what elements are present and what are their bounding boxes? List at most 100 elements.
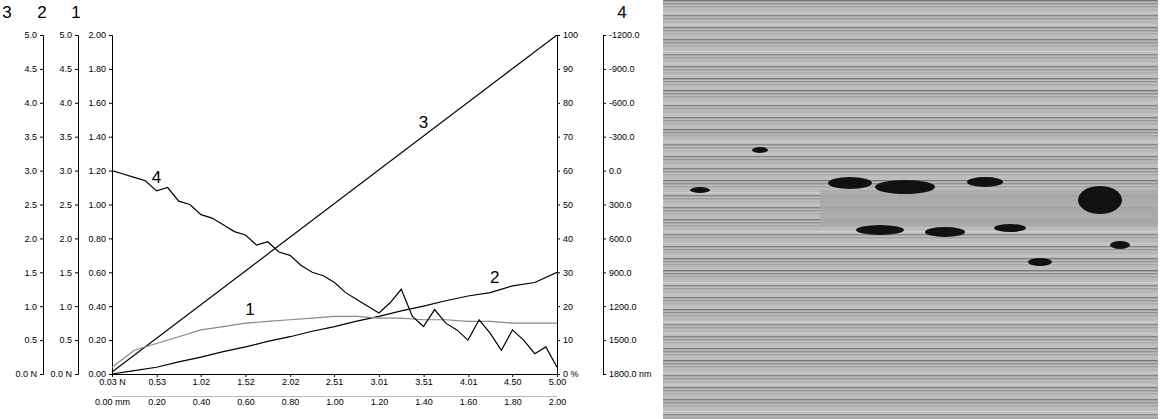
tick-mark [603, 238, 606, 239]
tick: 3.0 [59, 166, 78, 176]
tick-mark [557, 306, 560, 307]
micrograph-stripe [663, 51, 1158, 52]
tick: 0.60 [237, 396, 255, 407]
tick: 0.5 [24, 335, 43, 345]
tick: -900.0 [603, 64, 635, 74]
tick-label: 0.0 N [50, 369, 72, 379]
micrograph-stripe [663, 282, 1158, 283]
micrograph-stripe [663, 99, 1158, 100]
tick: 1200.0 [603, 302, 637, 312]
micrograph-stripe [663, 45, 1158, 46]
micrograph-stripe [663, 255, 1158, 256]
axis-title: 3 [2, 3, 11, 22]
tick-mark [75, 205, 78, 206]
micrograph-defect [828, 177, 872, 189]
micrograph-stripe [663, 24, 1158, 25]
tick-label: 1.00 [326, 397, 344, 407]
micrograph-stripe [663, 0, 1158, 1]
series-line [112, 171, 557, 368]
tick-label: 1.0 [59, 302, 72, 312]
tick-label: 1.5 [24, 268, 37, 278]
micrograph-stripe [663, 381, 1158, 382]
chart: 0.0 N0.51.01.52.02.53.03.54.04.55.030.0 … [0, 0, 1161, 419]
tick-mark [75, 306, 78, 307]
tick-mark [557, 238, 560, 239]
micrograph-defect [690, 187, 710, 193]
tick-mark [40, 340, 43, 341]
tick-label: 90 [563, 64, 573, 74]
tick-label: -300.0 [609, 132, 635, 142]
tick-label: 2.5 [24, 200, 37, 210]
tick: 90 [557, 64, 573, 74]
micrograph-stripe [663, 81, 1158, 82]
tick: 0.0 N [15, 369, 43, 379]
tick: 20 [557, 302, 573, 312]
micrograph-stripe [663, 174, 1158, 175]
micrograph-stripe [663, 396, 1158, 397]
tick: 2.00 [549, 396, 567, 407]
tick-label: 600.0 [609, 234, 632, 244]
micrograph-stripe [663, 411, 1158, 412]
tick-label: 0.80 [282, 397, 300, 407]
tick-mark [557, 272, 560, 273]
micrograph-stripe [663, 36, 1158, 37]
tick: 0.80 [282, 396, 300, 407]
micrograph-stripe [663, 240, 1158, 241]
tick-label: 0.40 [193, 397, 211, 407]
tick: 1.0 [59, 302, 78, 312]
micrograph-stripe [663, 342, 1158, 343]
tick-label: 0.60 [88, 268, 106, 278]
tick-mark [557, 35, 560, 36]
micrograph-stripe [663, 135, 1158, 136]
axis-title: 4 [617, 3, 626, 22]
micrograph-stripe [663, 252, 1158, 253]
micrograph-stripe [663, 372, 1158, 373]
tick: 0.00 mm [95, 396, 130, 407]
micrograph-stripe [663, 249, 1158, 250]
tick: 1.00 [88, 200, 112, 210]
micrograph-stripe [663, 120, 1158, 121]
tick-label: 1200.0 [609, 302, 637, 312]
micrograph-stripe [663, 246, 1158, 247]
tick-label: 2.5 [59, 200, 72, 210]
micrograph-stripe [663, 129, 1158, 130]
tick-mark [40, 103, 43, 104]
micrograph-stripe [663, 258, 1158, 259]
micrograph-stripe [663, 153, 1158, 154]
micrograph-stripe [663, 288, 1158, 289]
tick-label: 5.0 [59, 30, 72, 40]
micrograph-stripe [663, 294, 1158, 295]
tick-mark [40, 205, 43, 206]
tick-label: 5.00 [549, 377, 567, 387]
micrograph-stripe [663, 414, 1158, 415]
micrograph-stripe [663, 12, 1158, 13]
micrograph-stripe [663, 339, 1158, 340]
micrograph-stripe [663, 378, 1158, 379]
tick: 4.50 [504, 374, 522, 387]
micrograph-defect [967, 177, 1003, 187]
tick-mark [75, 69, 78, 70]
axis: -1200.0-900.0-600.0-300.00.0300.0600.090… [603, 30, 652, 379]
micrograph-stripe [663, 126, 1158, 127]
tick-label: 3.01 [371, 377, 389, 387]
tick: 0.5 [59, 335, 78, 345]
micrograph-defect [925, 227, 965, 237]
micrograph-defect [856, 225, 904, 235]
tick-label: 4.5 [24, 64, 37, 74]
axis: 0.000.200.400.600.801.001.201.401.601.80… [88, 30, 112, 379]
micrograph-stripe [663, 315, 1158, 316]
tick-mark [109, 306, 112, 307]
tick-mark [75, 374, 78, 375]
tick-label: 0.20 [88, 335, 106, 345]
axis-line [604, 36, 607, 375]
micrograph-stripe [663, 102, 1158, 103]
micrograph-stripe [663, 231, 1158, 232]
tick: 3.0 [24, 166, 43, 176]
micrograph-stripe [663, 156, 1158, 157]
axis: 0 %102030405060708090100 [557, 30, 579, 379]
tick-mark [603, 306, 606, 307]
tick-mark [75, 103, 78, 104]
tick: 3.01 [371, 374, 389, 387]
tick-label: 1.80 [88, 64, 106, 74]
tick-mark [40, 238, 43, 239]
